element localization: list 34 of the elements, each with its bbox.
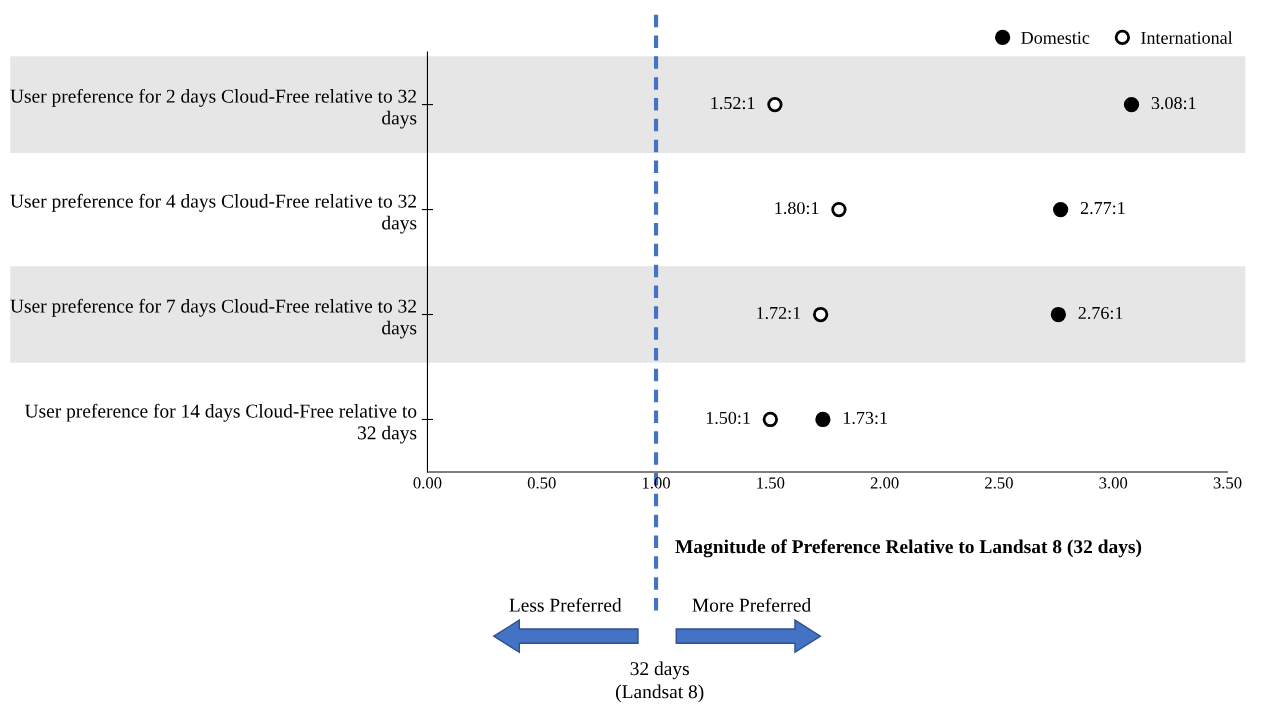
data-label: 2.77:1 xyxy=(1080,201,1125,215)
y-tick-label: User preference for 7 days Cloud-Free relative to 32 days xyxy=(10,298,417,339)
x-tick-label: 1.50 xyxy=(757,477,785,489)
data-label: 3.08:1 xyxy=(1151,96,1196,110)
point xyxy=(762,411,778,428)
data-label: 1.50:1 xyxy=(706,411,750,425)
point xyxy=(1053,201,1069,218)
y-tick-label: User preference for 2 days Cloud-Free relative to 32 days xyxy=(10,88,417,129)
point xyxy=(815,411,831,428)
x-tick-label: 3.00 xyxy=(1099,477,1128,489)
x-tick-label: 1.00 xyxy=(642,477,670,489)
data-label: 2.76:1 xyxy=(1078,306,1123,320)
data-label: 1.73:1 xyxy=(843,411,887,425)
point xyxy=(1050,306,1066,323)
y-tick-label: User preference for 14 days Cloud-Free relative to 32 days xyxy=(24,403,417,444)
x-axis-title: Magnitude of Preference Relative to Landsat 8 (32 days) xyxy=(675,539,1142,558)
legend-label: Domestic xyxy=(1021,31,1090,44)
point xyxy=(767,96,783,113)
data-label: 1.80:1 xyxy=(775,201,819,215)
text: 32 days (Landsat 8) xyxy=(616,661,704,703)
data-label: 1.72:1 xyxy=(757,306,801,320)
point xyxy=(812,306,829,323)
x-tick-label: 2.50 xyxy=(985,477,1013,489)
legend-label: International xyxy=(1141,31,1233,44)
x-tick-label: 2.00 xyxy=(870,477,899,489)
point xyxy=(831,201,847,218)
text: More Preferred xyxy=(692,597,811,612)
x-tick-label: 0.00 xyxy=(413,477,442,489)
point xyxy=(1123,96,1140,113)
text: Less Preferred xyxy=(509,597,622,612)
y-tick-label: User preference for 4 days Cloud-Free relative to 32 days xyxy=(10,193,417,234)
x-tick-label: 3.50 xyxy=(1213,477,1242,489)
x-tick-label: 0.50 xyxy=(527,477,556,489)
data-label: 1.52:1 xyxy=(711,96,755,110)
